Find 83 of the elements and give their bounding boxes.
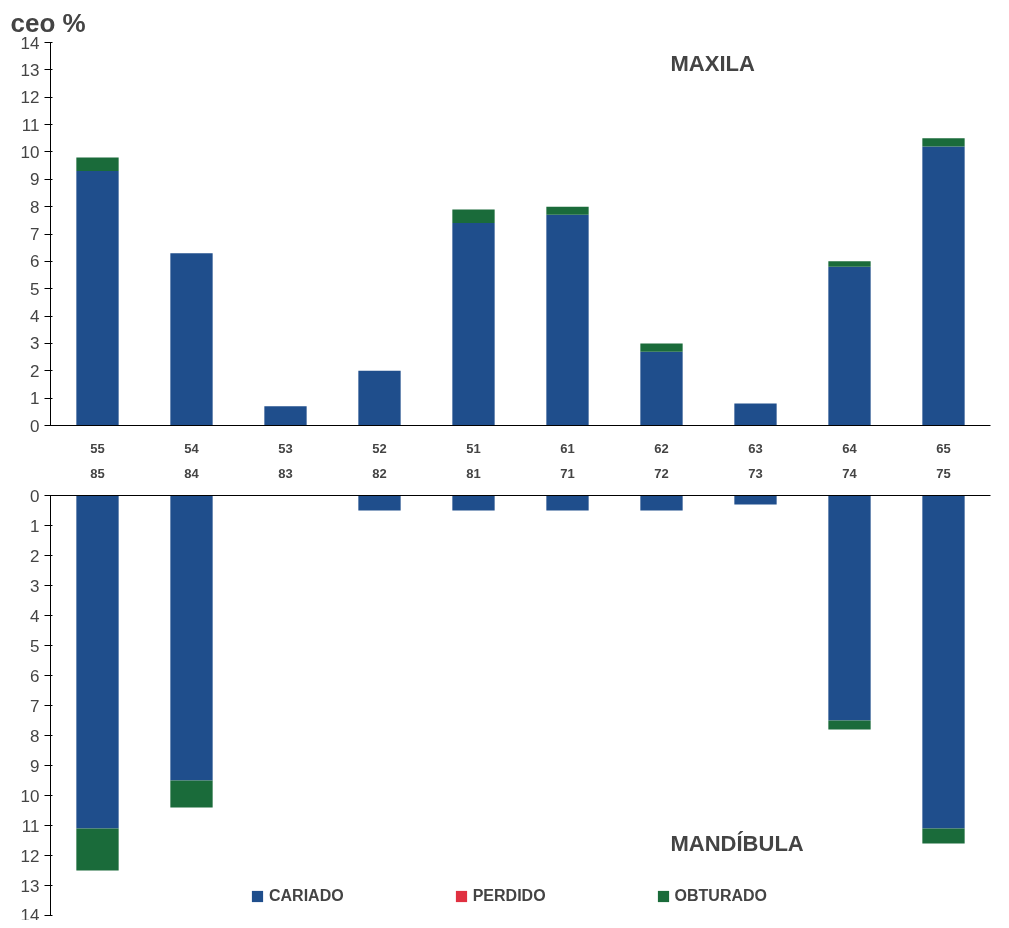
x-tick-label: 65 — [936, 440, 951, 456]
x-tick-label: 61 — [560, 440, 575, 456]
bar — [76, 828, 119, 871]
bar — [358, 370, 401, 426]
y-tick-label: 1 — [30, 516, 40, 536]
legend-label: OBTURADO — [674, 887, 768, 905]
y-tick-label: 9 — [30, 756, 40, 776]
bar — [452, 209, 495, 224]
x-tick-label: 53 — [278, 440, 293, 456]
annotation: MANDÍBULA — [670, 830, 804, 856]
y-tick-label: 12 — [20, 846, 40, 866]
y-tick-label: 11 — [21, 115, 40, 135]
y-tick-label: 3 — [30, 334, 40, 354]
y-tick-label: 2 — [30, 546, 40, 566]
y-tick-label: 14 — [20, 905, 40, 925]
x-tick-label: 63 — [748, 440, 763, 456]
bar — [76, 157, 119, 172]
bar — [170, 253, 213, 426]
x-tick-label: 74 — [842, 465, 858, 481]
bar — [922, 146, 965, 426]
legend-label: PERDIDO — [472, 887, 546, 905]
x-tick-label: 73 — [748, 465, 763, 481]
bar — [734, 403, 777, 426]
bar — [76, 171, 119, 426]
bar — [546, 214, 589, 426]
bar — [922, 495, 965, 829]
x-tick-label: 64 — [842, 440, 858, 456]
bar — [76, 495, 119, 829]
x-tick-label: 82 — [372, 465, 387, 481]
x-tick-label: 81 — [466, 465, 481, 481]
x-tick-label: 51 — [466, 440, 481, 456]
x-tick-label: 83 — [278, 465, 293, 481]
y-tick-label: 9 — [30, 170, 40, 190]
bar — [546, 495, 589, 511]
y-tick-label: 7 — [30, 225, 40, 244]
y-tick-label: 6 — [30, 252, 40, 272]
y-tick-label: 3 — [30, 576, 40, 596]
y-tick-label: 4 — [30, 307, 40, 327]
bar — [922, 828, 965, 844]
y-tick-label: 5 — [30, 636, 40, 656]
bar — [828, 266, 871, 426]
x-tick-label: 54 — [184, 440, 200, 456]
bar — [452, 223, 495, 426]
y-tick-label: 12 — [20, 88, 40, 108]
bar — [170, 495, 213, 781]
y-tick-label: 8 — [30, 726, 40, 746]
bar — [828, 720, 871, 730]
bar — [828, 261, 871, 267]
y-tick-label: 2 — [30, 361, 40, 381]
bar — [640, 343, 683, 352]
y-tick-label: 8 — [30, 197, 40, 217]
y-tick-label: 13 — [20, 876, 40, 896]
y-tick-label: 10 — [20, 142, 40, 162]
y-tick-label: 1 — [30, 389, 40, 409]
y-tick-label: 0 — [30, 486, 40, 506]
y-tick-label: 5 — [30, 279, 40, 299]
x-tick-label: 84 — [184, 465, 200, 481]
y-tick-label: 4 — [30, 606, 40, 626]
y-tick-label: 6 — [30, 666, 40, 686]
bar — [546, 206, 589, 215]
y-tick-label: 13 — [20, 60, 40, 80]
y-tick-label: 7 — [30, 696, 40, 716]
bar — [734, 495, 777, 505]
x-tick-label: 72 — [654, 465, 669, 481]
bar — [828, 495, 871, 721]
bar — [264, 406, 307, 426]
y-tick-label: 0 — [30, 416, 40, 436]
bar — [640, 351, 683, 426]
bar — [452, 495, 495, 511]
bar — [640, 495, 683, 511]
x-tick-label: 75 — [936, 465, 951, 481]
x-tick-label: 55 — [90, 440, 105, 456]
legend-label: CARIADO — [269, 887, 344, 905]
y-tick-label: 11 — [21, 816, 40, 836]
annotation: MAXILA — [670, 50, 755, 76]
x-tick-label: 85 — [90, 465, 105, 481]
x-tick-label: 52 — [372, 440, 387, 456]
x-tick-label: 71 — [560, 465, 575, 481]
y-tick-label: 10 — [20, 786, 40, 806]
x-tick-label: 62 — [654, 440, 669, 456]
bar — [170, 780, 213, 808]
bar — [358, 495, 401, 511]
bar — [922, 138, 965, 147]
